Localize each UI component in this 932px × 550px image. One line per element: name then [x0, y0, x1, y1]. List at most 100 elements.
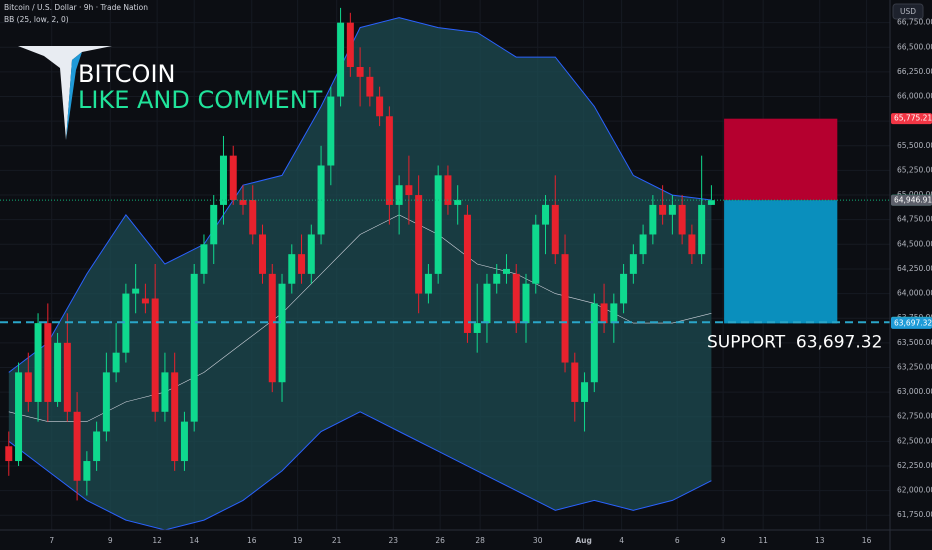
target-zone	[724, 118, 838, 201]
candle-body	[688, 234, 696, 255]
x-tick-label: 21	[332, 536, 342, 545]
y-tick-label: 64,250.00	[897, 264, 932, 273]
y-tick-label: 64,750.00	[897, 215, 932, 224]
candle-body	[620, 273, 628, 304]
plot-area	[0, 0, 890, 531]
price-label: 63,697.32	[894, 318, 932, 327]
candle-body	[102, 372, 110, 432]
candle-body	[512, 273, 520, 324]
y-tick-label: 65,250.00	[897, 165, 932, 174]
candle-body	[483, 283, 491, 324]
y-tick-label: 66,500.00	[897, 42, 932, 51]
candle-body	[473, 323, 481, 333]
candle-body	[659, 204, 667, 215]
candle-body	[268, 273, 276, 383]
candle-body	[44, 323, 52, 402]
y-tick-label: 66,750.00	[897, 18, 932, 27]
candle-body	[600, 303, 608, 324]
candle-body	[73, 411, 81, 481]
candle-body	[190, 273, 198, 422]
y-tick-label: 64,000.00	[897, 289, 932, 298]
symbol: Bitcoin / U.S. Dollar · 9h · Trade Natio…	[4, 3, 148, 12]
candle-body	[180, 421, 188, 462]
logo	[18, 46, 112, 140]
candle-body	[288, 254, 296, 284]
candle-body	[34, 323, 42, 402]
x-tick-label: 9	[108, 536, 113, 545]
band-upper	[8, 17, 712, 373]
x-tick-label: 13	[815, 536, 825, 545]
candle-body	[327, 96, 335, 166]
y-tick-label: 63,000.00	[897, 387, 932, 396]
candle-body	[132, 288, 140, 294]
indicator: BB (25, low, 2, 0)	[4, 15, 69, 24]
candle-body	[532, 224, 540, 284]
candle-body	[112, 352, 120, 373]
candle-body	[151, 298, 159, 412]
candle-body	[707, 200, 715, 205]
candle-body	[405, 185, 413, 196]
x-tick-label: 4	[619, 536, 624, 545]
candle-body	[122, 293, 130, 353]
candle-body	[522, 283, 530, 324]
candle-body	[366, 76, 374, 97]
x-tick-label: 16	[247, 536, 257, 545]
candle-body	[454, 199, 462, 205]
candle-body	[141, 298, 149, 304]
candle-body	[63, 342, 71, 412]
stop-zone	[724, 200, 838, 324]
x-tick-label: 6	[675, 536, 680, 545]
price-label: 64,946.91	[894, 195, 932, 204]
candle-body	[551, 204, 559, 255]
y-tick-label: 63,500.00	[897, 338, 932, 347]
y-tick-label: 63,250.00	[897, 362, 932, 371]
band-lower	[8, 411, 712, 531]
candle-body	[678, 204, 686, 235]
x-tick-label: 23	[389, 536, 399, 545]
candle-body	[83, 461, 91, 481]
y-tick-label: 66,000.00	[897, 92, 932, 101]
candle-body	[610, 303, 618, 324]
y-tick-label: 62,750.00	[897, 412, 932, 421]
candle-body	[385, 116, 393, 205]
candle-body	[561, 254, 569, 363]
candle-body	[502, 268, 510, 274]
candle-body	[15, 372, 23, 462]
x-tick-label: 26	[435, 536, 445, 545]
logo-mark	[66, 52, 82, 140]
candle-body	[649, 204, 657, 235]
candle-body	[259, 234, 267, 274]
x-tick-label: 7	[49, 536, 54, 545]
candle-body	[424, 273, 432, 294]
candle-body	[542, 204, 550, 225]
x-tick-label: Aug	[575, 536, 592, 545]
candle-body	[219, 155, 227, 205]
logo-mark	[18, 46, 112, 140]
candle-body	[639, 234, 647, 255]
band-fill	[8, 17, 712, 530]
candle-body	[54, 342, 62, 402]
candle-body	[5, 446, 13, 462]
y-tick-label: 65,000.00	[897, 190, 932, 199]
candle-body	[161, 372, 169, 412]
candle-body	[493, 273, 501, 284]
y-tick-label: 64,500.00	[897, 239, 932, 248]
price-label-box	[891, 317, 932, 329]
candle-body	[337, 22, 345, 97]
candle-body	[356, 66, 364, 77]
logo-title: BITCOIN	[78, 60, 175, 88]
candle-body	[571, 362, 579, 402]
currency-button[interactable]	[892, 3, 924, 20]
y-tick-label: 65,500.00	[897, 141, 932, 150]
x-tick-label: 28	[475, 536, 485, 545]
candle-body	[346, 22, 354, 67]
candle-body	[629, 254, 637, 274]
candle-body	[239, 199, 247, 205]
y-tick-label: 61,750.00	[897, 510, 932, 519]
candle-body	[229, 155, 237, 200]
price-label-box	[891, 113, 932, 125]
candle-body	[376, 96, 384, 117]
y-tick-label: 62,500.00	[897, 436, 932, 445]
candle-body	[298, 254, 306, 274]
